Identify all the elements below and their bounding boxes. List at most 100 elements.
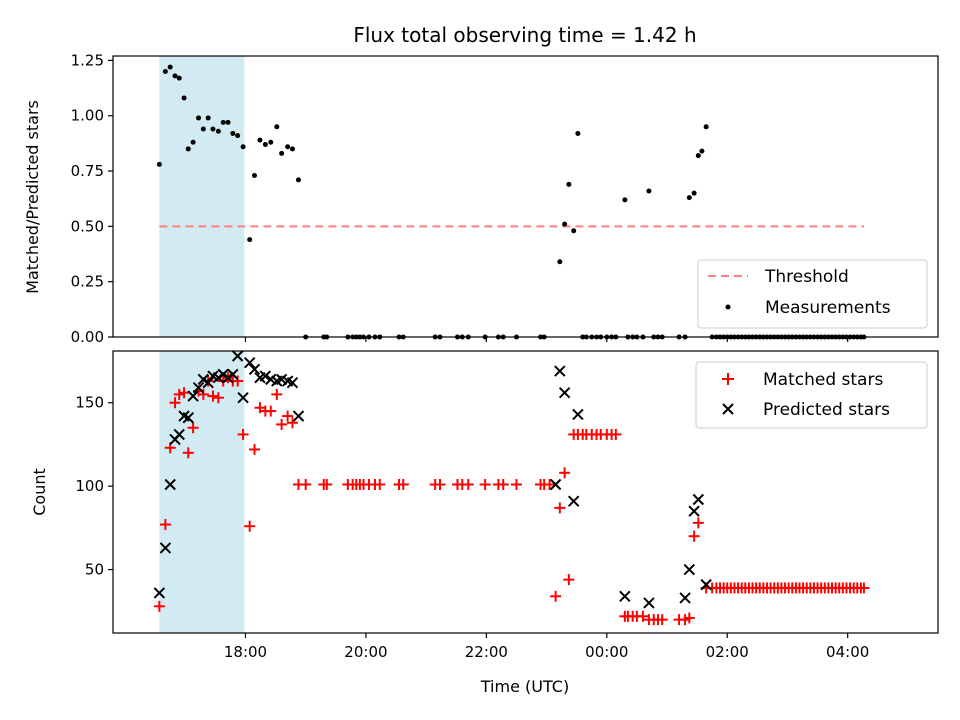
top-shaded-span xyxy=(159,56,245,337)
matched-star-point xyxy=(510,478,522,490)
predicted-star-point xyxy=(549,478,562,491)
bottom-axes-frame xyxy=(112,350,939,634)
matched-star-point xyxy=(237,428,249,440)
x-tick-label: 00:00 xyxy=(585,643,628,661)
legend-measurements-swatch xyxy=(725,304,731,310)
matched-star-point xyxy=(321,478,333,490)
measurement-point xyxy=(172,73,178,79)
predicted-star-point xyxy=(259,370,272,382)
matched-star-point xyxy=(434,478,446,490)
matched-star-point xyxy=(159,519,171,531)
measurement-point xyxy=(240,144,246,150)
measurement-point xyxy=(262,142,268,148)
predicted-star-point xyxy=(243,356,256,369)
matched-star-point xyxy=(173,388,185,400)
measurement-point xyxy=(190,139,196,145)
measurement-point xyxy=(200,126,206,132)
measurement-point xyxy=(230,130,236,136)
matched-star-point xyxy=(610,428,622,440)
measurement-point xyxy=(210,126,216,132)
matched-star-point xyxy=(479,478,491,490)
measurement-point xyxy=(176,75,182,81)
matched-star-point xyxy=(692,517,704,529)
predicted-star-point xyxy=(173,428,185,441)
measurement-point xyxy=(566,181,572,187)
bottom-legend-box xyxy=(695,361,928,429)
top-y-tick-label: 0.75 xyxy=(71,162,104,180)
bottom-shaded-span xyxy=(159,351,245,633)
matched-star-point xyxy=(282,410,294,422)
x-tick-label: 02:00 xyxy=(706,643,749,661)
matched-star-point xyxy=(656,614,668,626)
predicted-star-point xyxy=(619,590,631,602)
matched-star-point xyxy=(554,502,566,514)
matched-star-point xyxy=(550,590,562,602)
measurement-point xyxy=(247,237,253,243)
predicted-star-point xyxy=(572,408,584,421)
top-y-tick-label: 1.00 xyxy=(71,107,104,125)
predicted-star-point xyxy=(692,493,705,506)
matched-star-point xyxy=(169,397,181,409)
predicted-star-point xyxy=(182,412,194,424)
top-y-tick-label: 0.25 xyxy=(71,273,104,291)
legend-predicted-label: Predicted stars xyxy=(763,400,890,420)
top-y-label: Matched/Predicted stars xyxy=(23,100,42,294)
matched-star-point xyxy=(212,392,224,404)
measurement-point xyxy=(215,128,221,134)
matched-star-point xyxy=(249,443,261,455)
matched-star-point xyxy=(178,387,190,399)
matched-star-point xyxy=(197,388,209,400)
measurement-point xyxy=(252,172,258,178)
measurement-point xyxy=(167,64,173,70)
matched-star-point xyxy=(374,478,386,490)
bottom-y-axis: 50 100 150 xyxy=(75,394,113,579)
predicted-star-point xyxy=(683,563,696,576)
bottom-y-tick-label: 150 xyxy=(75,394,104,412)
predicted-star-point xyxy=(231,350,244,362)
measurements-points xyxy=(156,64,867,340)
matched-star-point xyxy=(271,388,283,400)
x-tick-label: 20:00 xyxy=(344,643,387,661)
x-tick-label: 04:00 xyxy=(826,643,869,661)
measurement-point xyxy=(181,95,187,101)
predicted-star-point xyxy=(558,387,571,399)
top-y-tick-label: 1.25 xyxy=(71,51,104,69)
matched-star-point xyxy=(300,478,312,490)
measurement-point xyxy=(268,139,274,145)
predicted-star-point xyxy=(227,368,239,381)
predicted-star-point xyxy=(164,478,176,491)
measurement-point xyxy=(205,115,211,121)
predicted-star-point xyxy=(197,373,210,386)
matched-star-point xyxy=(683,612,695,624)
measurement-point xyxy=(225,119,231,125)
measurement-point xyxy=(557,259,563,265)
predicted-star-point xyxy=(212,371,225,384)
measurement-point xyxy=(257,137,263,143)
matched-star-point xyxy=(544,478,556,490)
predicted-star-point xyxy=(643,597,655,609)
predicted-star-point xyxy=(554,365,566,377)
measurement-point xyxy=(571,228,577,234)
x-tick-label: 18:00 xyxy=(224,643,267,661)
x-axis-label: Time (UTC) xyxy=(480,677,569,696)
top-legend: Threshold Measurements xyxy=(697,259,928,329)
measurement-point xyxy=(162,68,168,74)
top-y-axis: 0.00 0.25 0.50 0.75 1.00 1.25 xyxy=(71,51,113,346)
predicted-star-point xyxy=(679,592,691,604)
matched-star-point xyxy=(265,405,277,417)
matched-star-point xyxy=(276,418,288,430)
legend-predicted-swatch xyxy=(722,403,734,415)
legend-measurements-label: Measurements xyxy=(765,298,891,318)
measurement-point xyxy=(295,177,301,183)
legend-matched-label: Matched stars xyxy=(763,370,883,390)
top-panel: 0.00 0.25 0.50 0.75 1.00 1.25 Matched/Predict… xyxy=(23,51,939,346)
predicted-star-point xyxy=(153,587,166,599)
measurement-point xyxy=(220,119,226,125)
predicted-star-point xyxy=(192,382,205,394)
measurement-point xyxy=(562,221,568,227)
measurement-point xyxy=(622,197,628,203)
measurement-point xyxy=(279,150,285,156)
matched-star-point xyxy=(207,390,219,402)
bottom-y-label: Count xyxy=(30,468,49,516)
